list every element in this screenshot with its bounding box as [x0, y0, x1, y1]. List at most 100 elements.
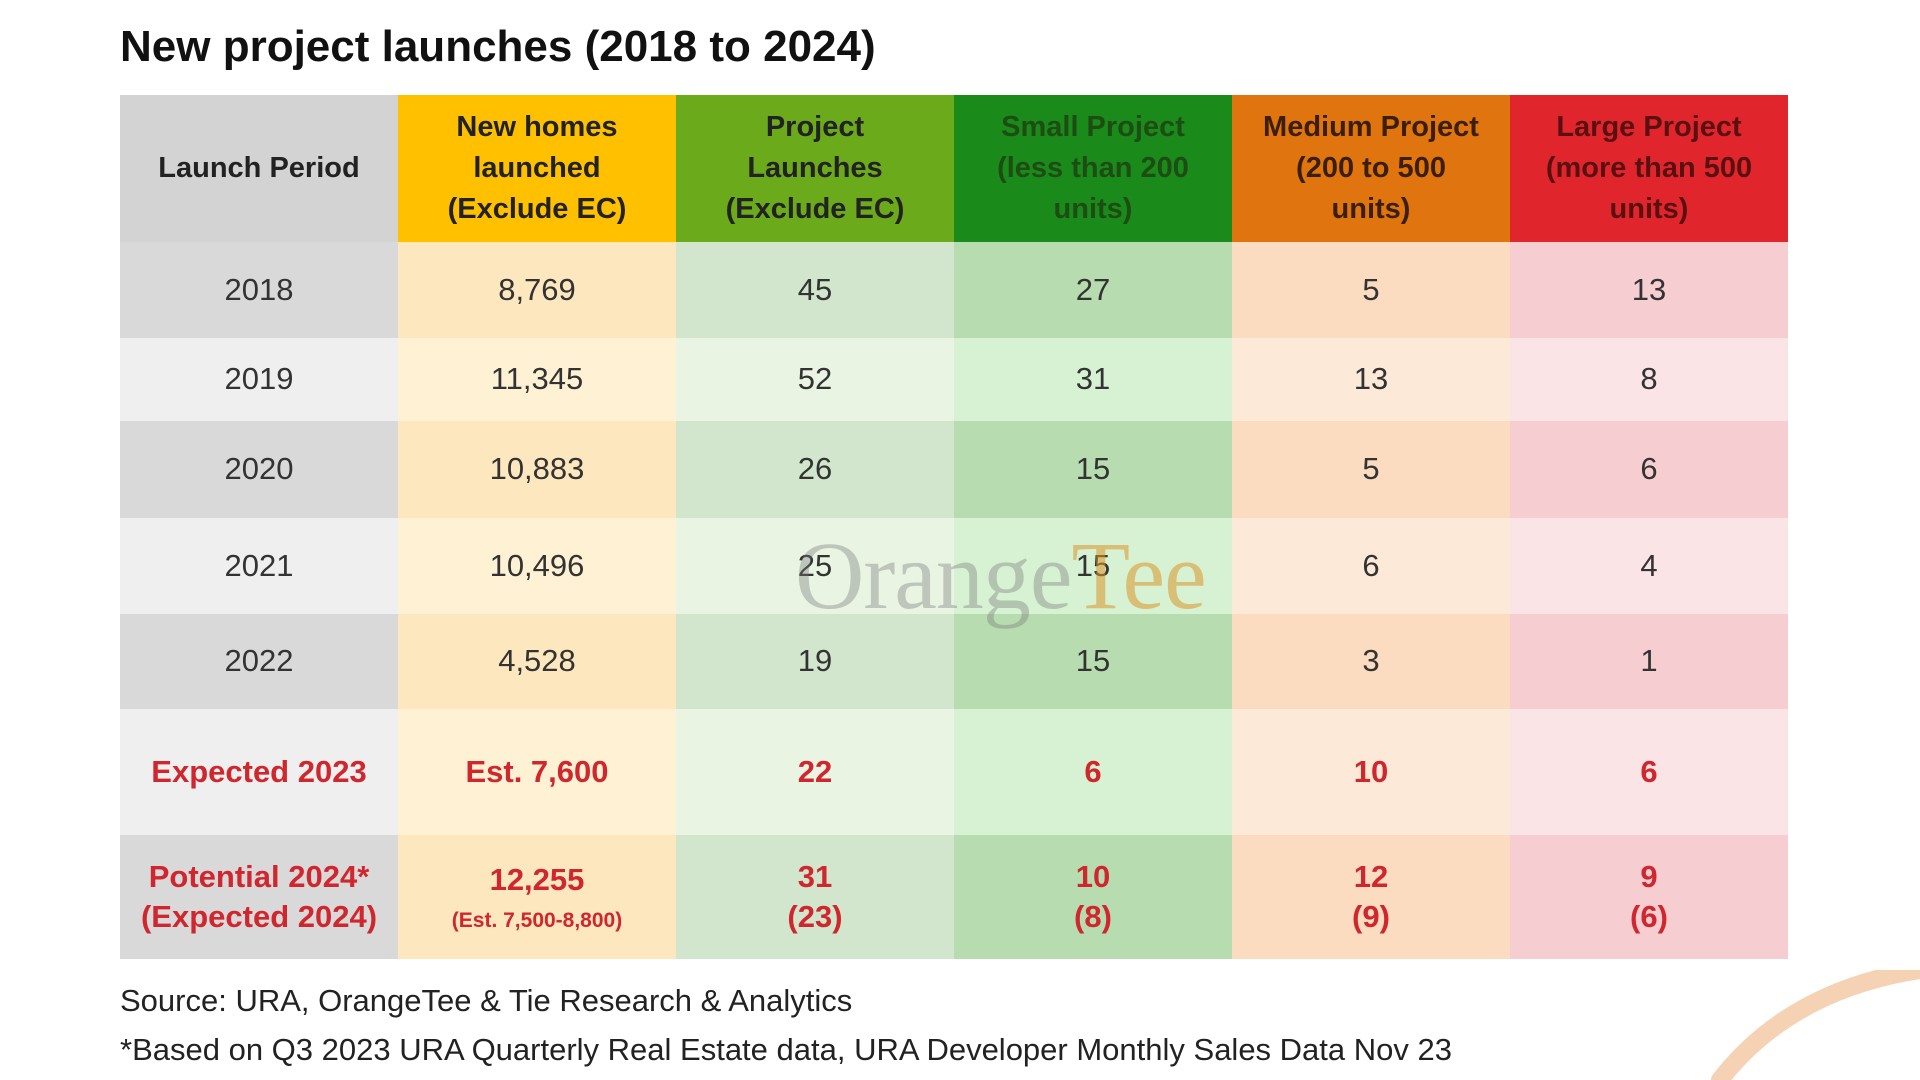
- cell-medium-project: 10: [1232, 709, 1510, 835]
- cell-value: 45: [797, 271, 833, 307]
- cell-value: 6: [1362, 547, 1380, 583]
- cell-value: 13: [1631, 271, 1667, 307]
- cell-value: (Expected 2024): [140, 899, 378, 934]
- cell-small-project: 27: [954, 242, 1232, 338]
- header-line: (Exclude EC): [725, 193, 905, 226]
- cell-value: 12,255: [489, 862, 585, 898]
- cell-value: 6: [1640, 753, 1658, 789]
- source-note: Source: URA, OrangeTee & Tie Research & …: [120, 983, 853, 1018]
- cell-value: 10,496: [489, 547, 585, 583]
- cell-launch-period: Potential 2024* (Expected 2024): [120, 835, 398, 959]
- cell-large-project: 9 (6): [1510, 835, 1788, 959]
- header-line: Small Project: [1001, 110, 1185, 143]
- cell-value: 3: [1362, 643, 1380, 679]
- cell-project-launches: 19: [676, 614, 954, 709]
- cell-new-homes: 8,769: [398, 242, 676, 338]
- header-line: Large Project: [1556, 110, 1742, 143]
- cell-value: (9): [1352, 899, 1390, 934]
- cell-small-project: 10 (8): [954, 835, 1232, 959]
- header-line: Medium Project: [1263, 110, 1479, 143]
- cell-value: 10: [1353, 753, 1389, 789]
- cell-value: 11,345: [490, 361, 584, 397]
- header-line: units): [1331, 193, 1411, 226]
- cell-value: 2022: [224, 643, 294, 679]
- cell-new-homes: Est. 7,600: [398, 709, 676, 835]
- cell-medium-project: 13: [1232, 338, 1510, 421]
- cell-project-launches: 25: [676, 518, 954, 614]
- header-line: (less than 200: [997, 151, 1189, 184]
- cell-value: 8: [1640, 361, 1658, 397]
- cell-value: 27: [1075, 271, 1111, 307]
- cell-small-project: 15: [954, 614, 1232, 709]
- cell-small-project: 31: [954, 338, 1232, 421]
- cell-value: 6: [1640, 451, 1658, 487]
- cell-value: (23): [787, 899, 843, 934]
- cell-value: 10,883: [489, 451, 585, 487]
- cell-large-project: 8: [1510, 338, 1788, 421]
- cell-launch-period: 2022: [120, 614, 398, 709]
- cell-value: 2019: [224, 361, 294, 397]
- cell-medium-project: 5: [1232, 421, 1510, 518]
- footnote: *Based on Q3 2023 URA Quarterly Real Est…: [120, 1032, 1452, 1067]
- cell-value: 31: [797, 858, 833, 894]
- header-launch-period: Launch Period: [120, 95, 398, 242]
- launch-table: Launch Period New homes launched (Exclude E…: [120, 95, 1788, 959]
- cell-value: 4: [1640, 547, 1658, 583]
- header-line: New homes: [456, 110, 618, 143]
- cell-value: 2018: [224, 271, 294, 307]
- header-line: Launches: [747, 151, 883, 184]
- cell-value: 15: [1075, 451, 1111, 487]
- cell-value: 52: [797, 361, 833, 397]
- cell-value: 2021: [224, 547, 294, 583]
- cell-launch-period: 2018: [120, 242, 398, 338]
- cell-value: 13: [1353, 361, 1389, 397]
- cell-launch-period: 2021: [120, 518, 398, 614]
- cell-value: 9: [1640, 858, 1658, 894]
- header-line: (200 to 500: [1296, 151, 1446, 184]
- decorative-arc: [1711, 970, 1920, 1080]
- cell-project-launches: 22: [676, 709, 954, 835]
- cell-medium-project: 12 (9): [1232, 835, 1510, 959]
- header-line: units): [1053, 193, 1133, 226]
- cell-value: 8,769: [498, 271, 576, 307]
- header-line: (Exclude EC): [447, 193, 627, 226]
- cell-value: 2020: [224, 451, 294, 487]
- cell-large-project: 13: [1510, 242, 1788, 338]
- cell-value: 12: [1353, 858, 1389, 894]
- cell-large-project: 4: [1510, 518, 1788, 614]
- cell-value: 15: [1075, 547, 1111, 583]
- cell-value: (6): [1630, 899, 1668, 934]
- cell-project-launches: 45: [676, 242, 954, 338]
- table-title: New project launches (2018 to 2024): [120, 22, 876, 71]
- cell-value: 25: [797, 547, 833, 583]
- cell-value: Expected 2023: [151, 753, 367, 789]
- header-line: Project: [765, 110, 865, 143]
- cell-value: (8): [1074, 899, 1112, 934]
- cell-new-homes: 12,255 (Est. 7,500-8,800): [398, 835, 676, 959]
- cell-value: 5: [1362, 271, 1380, 307]
- estimate-note: (Est. 7,500-8,800): [451, 908, 623, 932]
- cell-new-homes: 10,496: [398, 518, 676, 614]
- cell-small-project: 15: [954, 518, 1232, 614]
- cell-project-launches: 31 (23): [676, 835, 954, 959]
- cell-value: 1: [1640, 643, 1658, 679]
- header-small-project: Small Project (less than 200 units): [954, 95, 1232, 242]
- cell-medium-project: 3: [1232, 614, 1510, 709]
- cell-value: 10: [1075, 858, 1111, 894]
- cell-launch-period: Expected 2023: [120, 709, 398, 835]
- cell-project-launches: 26: [676, 421, 954, 518]
- header-line: Launch Period: [158, 151, 360, 184]
- cell-new-homes: 4,528: [398, 614, 676, 709]
- cell-value: 4,528: [498, 643, 576, 679]
- cell-project-launches: 52: [676, 338, 954, 421]
- header-line: (more than 500: [1545, 151, 1753, 184]
- header-large-project: Large Project (more than 500 units): [1510, 95, 1788, 242]
- cell-value: Est. 7,600: [465, 753, 609, 789]
- cell-medium-project: 6: [1232, 518, 1510, 614]
- cell-new-homes: 11,345: [398, 338, 676, 421]
- header-medium-project: Medium Project (200 to 500 units): [1232, 95, 1510, 242]
- cell-large-project: 6: [1510, 421, 1788, 518]
- cell-small-project: 6: [954, 709, 1232, 835]
- cell-value: 5: [1362, 451, 1380, 487]
- cell-value: 19: [797, 643, 833, 679]
